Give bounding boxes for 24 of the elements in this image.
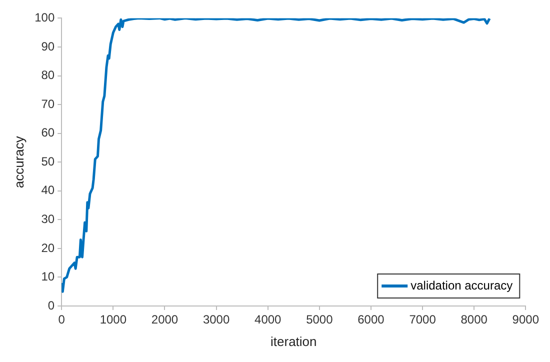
y-tick-label: 90: [41, 39, 55, 54]
y-tick-label: 40: [41, 183, 55, 198]
legend-label: validation accuracy: [410, 278, 513, 292]
y-tick-label: 0: [48, 298, 55, 312]
x-tick-label: 8000: [460, 312, 488, 327]
x-tick-label: 5000: [306, 312, 334, 327]
y-tick-label: 80: [41, 68, 55, 82]
x-tick-label: 0: [58, 312, 66, 327]
y-tick-label: 70: [41, 96, 55, 111]
x-axis-title: iteration: [270, 334, 317, 349]
x-tick-label: 2000: [151, 312, 178, 327]
y-axis-title: accuracy: [11, 136, 26, 188]
x-tick-label: 3000: [202, 312, 230, 327]
y-tick-label: 50: [41, 154, 55, 168]
y-tick-label: 60: [41, 126, 55, 140]
y-tick-label: 100: [34, 10, 55, 25]
y-tick-label: 30: [41, 212, 55, 226]
x-tick-label: 9000: [512, 312, 540, 327]
x-tick-label: 6000: [358, 312, 385, 327]
x-tick-label: 7000: [409, 312, 436, 327]
y-tick-label: 20: [41, 240, 55, 255]
x-tick-label: 4000: [254, 312, 282, 327]
y-tick-label: 10: [41, 270, 55, 284]
x-tick-label: 1000: [100, 312, 127, 327]
